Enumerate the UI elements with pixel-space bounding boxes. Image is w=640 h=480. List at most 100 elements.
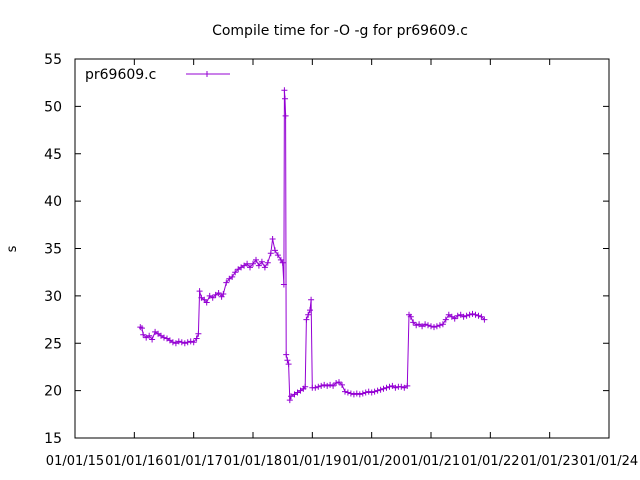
data-point bbox=[250, 260, 256, 267]
data-point bbox=[318, 382, 325, 389]
data-point bbox=[333, 380, 340, 386]
data-point bbox=[255, 262, 262, 269]
data-point bbox=[244, 260, 251, 267]
data-point bbox=[324, 382, 331, 389]
data-point bbox=[315, 383, 322, 390]
data-point bbox=[347, 390, 354, 397]
data-point bbox=[404, 382, 411, 389]
data-point bbox=[359, 390, 366, 397]
data-point bbox=[344, 389, 351, 396]
data-point bbox=[178, 339, 185, 346]
data-point bbox=[279, 259, 286, 266]
data-point bbox=[258, 258, 265, 265]
data-point bbox=[327, 381, 334, 388]
series-layer bbox=[137, 87, 488, 404]
data-point bbox=[307, 307, 313, 314]
data-point bbox=[374, 387, 381, 394]
data-point bbox=[282, 95, 288, 102]
data-point bbox=[196, 288, 203, 295]
data-point bbox=[281, 87, 288, 94]
y-tick-label: 40 bbox=[44, 194, 62, 210]
data-point bbox=[193, 335, 200, 342]
y-axis-label: s bbox=[5, 245, 20, 252]
data-point bbox=[481, 316, 488, 323]
data-point bbox=[280, 281, 287, 288]
data-point bbox=[282, 112, 289, 119]
data-point bbox=[223, 279, 230, 286]
data-point bbox=[261, 264, 268, 271]
data-point bbox=[253, 256, 259, 263]
data-point bbox=[466, 311, 473, 318]
data-point bbox=[377, 386, 384, 393]
y-tick-label: 50 bbox=[44, 99, 62, 115]
data-point bbox=[428, 323, 434, 330]
data-point bbox=[425, 322, 431, 329]
data-point bbox=[478, 313, 485, 320]
data-point bbox=[410, 319, 417, 326]
y-tick-label: 25 bbox=[44, 336, 62, 352]
plot-frame bbox=[74, 58, 610, 439]
data-point bbox=[350, 391, 357, 398]
data-point bbox=[229, 273, 236, 280]
data-point bbox=[439, 321, 446, 328]
y-tick-label: 45 bbox=[44, 147, 62, 163]
data-point bbox=[305, 311, 312, 318]
data-point bbox=[272, 247, 278, 254]
data-point bbox=[264, 259, 271, 266]
data-point bbox=[431, 324, 437, 331]
data-point bbox=[203, 299, 210, 306]
data-point bbox=[433, 323, 440, 330]
data-point bbox=[288, 393, 294, 400]
x-tick-label: 01/01/17 bbox=[164, 454, 222, 469]
data-point bbox=[161, 334, 167, 341]
data-point bbox=[353, 390, 360, 397]
legend-marker bbox=[204, 71, 210, 77]
data-point bbox=[308, 296, 315, 303]
data-point bbox=[146, 332, 153, 339]
data-point bbox=[181, 340, 188, 347]
data-point bbox=[169, 339, 176, 346]
data-point bbox=[436, 322, 443, 329]
data-point bbox=[454, 312, 461, 319]
data-point bbox=[195, 330, 202, 337]
x-axis-ticks: 01/01/15 01/01/16 01/01/17 01/01/18 01/01/19… bbox=[46, 59, 638, 469]
data-point bbox=[407, 313, 414, 320]
data-point bbox=[321, 381, 328, 388]
data-point bbox=[302, 383, 309, 390]
x-tick-label: 01/01/19 bbox=[283, 454, 341, 469]
data-point bbox=[285, 361, 292, 368]
data-point bbox=[269, 236, 276, 242]
data-point bbox=[247, 264, 253, 271]
data-point bbox=[283, 351, 290, 358]
data-point bbox=[413, 322, 420, 329]
data-point bbox=[284, 357, 291, 364]
y-axis-ticks: 15 20 25 30 35 40 45 50 55 bbox=[44, 52, 609, 447]
y-tick-label: 55 bbox=[44, 52, 62, 68]
x-tick-label: 01/01/21 bbox=[402, 454, 460, 469]
data-point bbox=[469, 310, 476, 317]
x-tick-label: 01/01/23 bbox=[520, 454, 578, 469]
data-point bbox=[392, 384, 399, 391]
x-tick-label: 01/01/18 bbox=[224, 454, 282, 469]
data-point bbox=[356, 391, 363, 398]
data-point bbox=[312, 384, 319, 391]
x-tick-label: 01/01/16 bbox=[105, 454, 163, 469]
y-tick-label: 15 bbox=[44, 431, 62, 447]
data-point bbox=[286, 397, 293, 404]
data-point bbox=[472, 311, 479, 318]
x-tick-label: 01/01/15 bbox=[46, 454, 104, 469]
data-point bbox=[187, 338, 194, 345]
data-point bbox=[339, 381, 345, 388]
data-point bbox=[330, 382, 337, 389]
data-point bbox=[190, 339, 197, 346]
data-point bbox=[232, 269, 239, 276]
x-tick-label: 01/01/22 bbox=[461, 454, 519, 469]
data-point bbox=[386, 383, 393, 390]
y-tick-label: 20 bbox=[44, 384, 62, 400]
data-point bbox=[139, 325, 145, 332]
data-point bbox=[380, 385, 387, 392]
data-point bbox=[422, 321, 429, 328]
data-point bbox=[365, 388, 372, 395]
